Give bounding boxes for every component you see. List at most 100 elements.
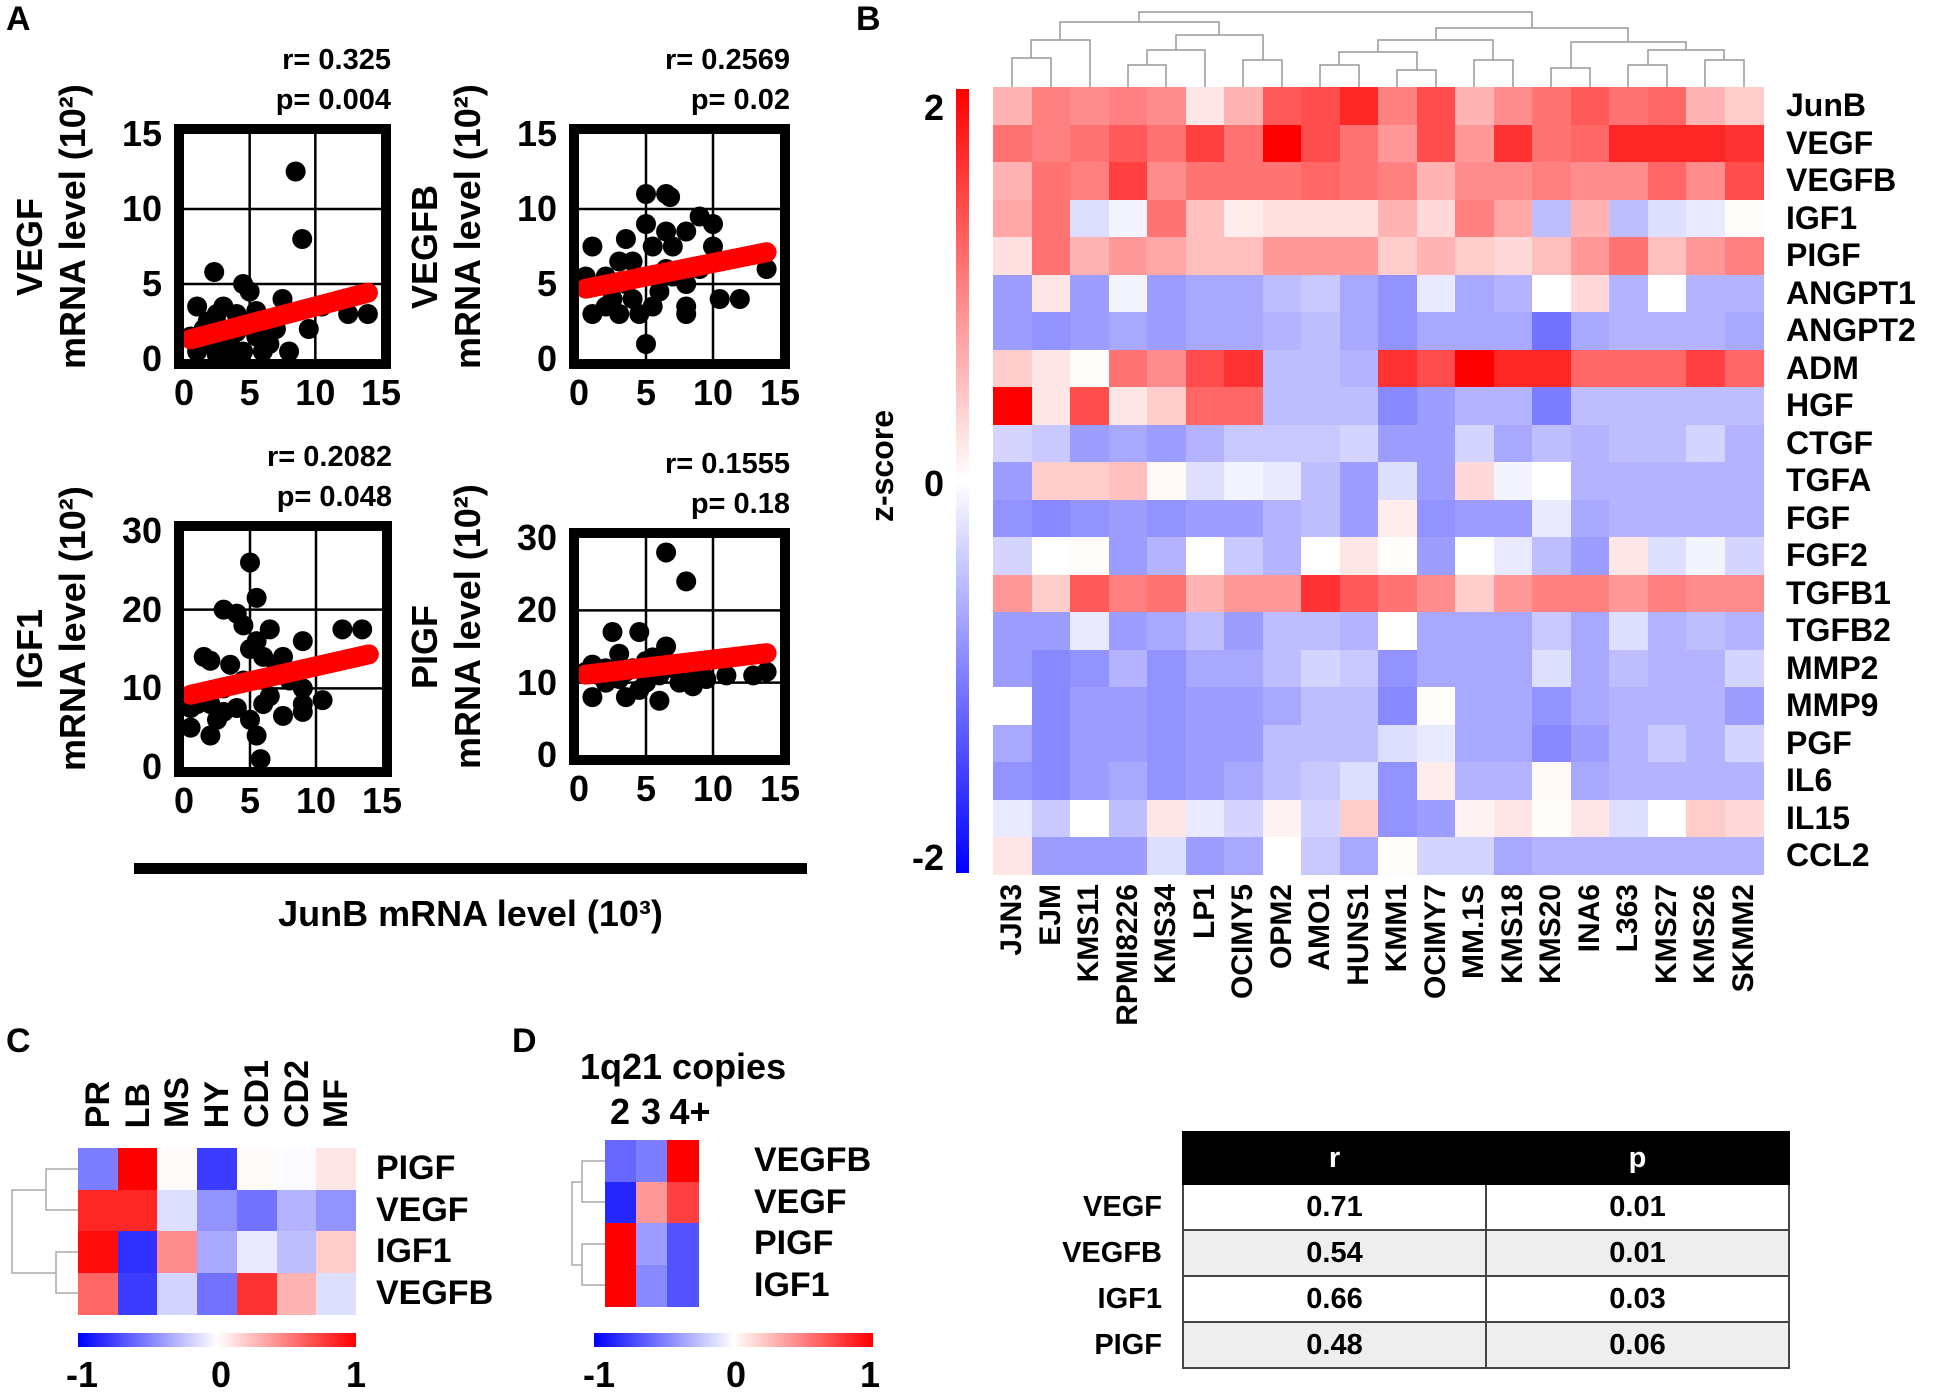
plot-frame <box>569 124 790 369</box>
data-point <box>292 701 313 722</box>
heatmap-column-label: PR <box>79 1080 117 1128</box>
heatmap-column-label: 2 <box>609 1091 631 1132</box>
heatmap-cell <box>1686 612 1726 651</box>
heatmap-cell <box>1108 162 1148 201</box>
heatmap-column-label: EJM <box>1033 884 1067 946</box>
x-tick-label: 5 <box>635 372 657 413</box>
heatmap-cell <box>1185 612 1225 651</box>
heatmap-row-label: PGF <box>1786 724 1852 761</box>
data-point <box>312 690 333 711</box>
heatmap-cell <box>636 1264 668 1307</box>
heatmap-cell <box>1724 537 1764 576</box>
heatmap-column-label: JJN3 <box>995 884 1028 956</box>
heatmap-cell <box>1301 762 1341 801</box>
heatmap-cell <box>1185 462 1225 501</box>
heatmap-cell <box>1686 687 1726 726</box>
heatmap-cell <box>993 312 1033 351</box>
heatmap-cell <box>1570 349 1610 388</box>
colorbar-c-tick-max: 1 <box>346 1354 367 1394</box>
heatmap-cell <box>1493 87 1533 126</box>
heatmap-cell <box>1108 124 1148 163</box>
heatmap-cell <box>1031 649 1071 688</box>
heatmap-cell <box>1455 237 1495 276</box>
data-point <box>656 542 677 563</box>
x-tick-label: 10 <box>295 372 336 413</box>
heatmap-cell <box>1647 612 1687 651</box>
heatmap-cell <box>316 1148 357 1191</box>
heatmap-cell <box>1609 199 1649 238</box>
heatmap-column-label: KMM1 <box>1380 884 1413 973</box>
y-tick-label: 15 <box>516 113 557 154</box>
p-value-label: p= 0.004 <box>275 84 391 116</box>
heatmap-cell <box>1147 387 1187 426</box>
heatmap-cell <box>1416 687 1456 726</box>
heatmap-row-label: PIGF <box>1786 237 1861 273</box>
data-point <box>615 229 636 249</box>
heatmap-cell <box>1031 574 1071 613</box>
heatmap-cell <box>1147 574 1187 613</box>
heatmap-cell <box>1686 462 1726 501</box>
heatmap-cell <box>1224 274 1264 313</box>
row-label: PIGF <box>1010 1322 1183 1368</box>
heatmap-cell <box>667 1264 699 1307</box>
heatmap-cell <box>1147 87 1187 126</box>
plot-frame <box>569 528 790 765</box>
data-point <box>207 709 227 730</box>
y-tick-label: 5 <box>536 263 557 304</box>
heatmap-cell <box>1339 162 1379 201</box>
x-tick-label: 0 <box>173 372 195 413</box>
heatmap-cell <box>1493 537 1533 576</box>
heatmap-cell <box>1532 387 1572 426</box>
heatmap-cell <box>1724 724 1764 763</box>
heatmap-cell <box>1185 762 1225 801</box>
heatmap-row-label: JunB <box>1786 87 1866 123</box>
heatmap-cell <box>1108 87 1148 126</box>
heatmap-cell <box>636 1223 668 1266</box>
heatmap-cell <box>636 1181 668 1224</box>
heatmap-cell <box>1147 687 1187 726</box>
heatmap-cell <box>1378 612 1418 651</box>
heatmap-cell <box>1108 687 1148 726</box>
heatmap-cell <box>1724 687 1764 726</box>
heatmap-cell <box>1493 649 1533 688</box>
heatmap-cell <box>1609 837 1649 876</box>
heatmap-cell <box>1416 237 1456 276</box>
data-point <box>259 619 280 640</box>
heatmap-column-label: KMS27 <box>1649 884 1683 985</box>
heatmap-cell <box>1339 799 1379 838</box>
data-point <box>240 709 260 730</box>
heatmap-column-label: AMO1 <box>1303 884 1336 971</box>
heatmap-cell <box>1724 162 1764 201</box>
heatmap-row-label: TGFA <box>1786 462 1872 498</box>
y-axis-units-label: mRNA level (10²) <box>447 84 488 369</box>
heatmap-cell <box>1609 274 1649 313</box>
data-point <box>660 187 681 207</box>
heatmap-cell <box>1147 424 1187 463</box>
heatmap-cell <box>1262 574 1302 613</box>
heatmap-cell <box>1570 387 1610 426</box>
data-point <box>292 631 313 652</box>
heatmap-cell <box>1185 837 1225 876</box>
heatmap-cell <box>1224 687 1264 726</box>
heatmap-cell <box>1301 162 1341 201</box>
data-point <box>240 552 260 573</box>
heatmap-cell <box>1301 612 1341 651</box>
heatmap-cell <box>1455 87 1495 126</box>
heatmap-cell <box>1724 649 1764 688</box>
heatmap-cell <box>1532 837 1572 876</box>
heatmap-cell <box>1224 462 1264 501</box>
heatmap-cell <box>1070 87 1110 126</box>
heatmap-cell <box>1339 574 1379 613</box>
data-point <box>582 236 603 257</box>
heatmap-cell <box>993 349 1033 388</box>
heatmap-cell <box>1416 162 1456 201</box>
data-point <box>729 289 750 309</box>
heatmap-cell <box>993 837 1033 876</box>
heatmap-cell <box>1147 237 1187 276</box>
heatmap-row-label: ANGPT1 <box>1786 274 1916 311</box>
heatmap-cell <box>1455 612 1495 651</box>
p-value-label: p= 0.048 <box>276 481 392 513</box>
heatmap-cell <box>1455 349 1495 388</box>
x-tick-label: 10 <box>692 768 734 809</box>
heatmap-column-label: SKMM2 <box>1726 884 1760 993</box>
